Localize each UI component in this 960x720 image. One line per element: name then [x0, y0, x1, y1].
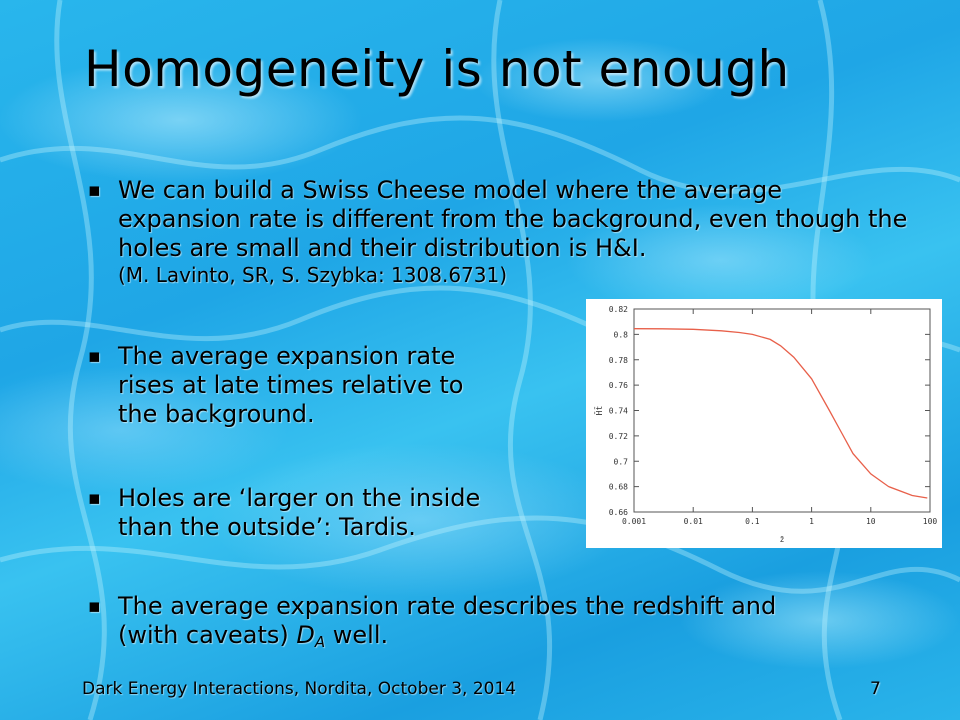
- formula-variable: D: [296, 621, 315, 649]
- bullet-line: the background.: [118, 400, 315, 428]
- x-tick-label: 1: [809, 517, 814, 526]
- formula-prefix: (with caveats): [118, 621, 297, 649]
- expansion-rate-chart: 0.66 0.68 0.7 0.72 0.74 0.76 0.78 0.8 0.82 0.001 0…: [586, 299, 942, 548]
- y-tick-label: 0.8: [614, 330, 629, 339]
- bullet-redshift: ▪ The average expansion rate describes t…: [88, 592, 918, 657]
- y-tick-label: 0.66: [609, 508, 628, 517]
- y-tick-label: 0.82: [609, 305, 628, 314]
- bullet-tardis: ▪ Holes are ‘larger on the inside than t…: [88, 484, 558, 542]
- x-tick-label: 100: [923, 517, 938, 526]
- bullet-line: Holes are ‘larger on the inside: [118, 484, 481, 512]
- series-line-average-expansion: [633, 328, 928, 499]
- y-tick-label: 0.7: [614, 457, 629, 466]
- chart-svg: 0.66 0.68 0.7 0.72 0.74 0.76 0.78 0.8 0.82 0.001 0…: [593, 305, 938, 544]
- formula-suffix: well.: [325, 621, 389, 649]
- bullet-marker: ▪: [88, 487, 101, 509]
- x-tick-label: 0.1: [745, 517, 760, 526]
- bullet-line: than the outside’: Tardis.: [118, 513, 416, 541]
- slide-number: 7: [870, 679, 881, 699]
- bullet-line: The average expansion rate: [118, 342, 456, 370]
- y-axis-label: H̄t̄: [593, 406, 604, 416]
- bullet-expansion-rises: ▪ The average expansion rate rises at la…: [88, 342, 558, 429]
- bullet-line: The average expansion rate describes the…: [118, 592, 777, 620]
- x-tick-label: 10: [866, 517, 876, 526]
- slide-title: Homogeneity is not enough: [84, 40, 790, 98]
- y-tick-label: 0.68: [609, 483, 628, 492]
- y-tick-label: 0.76: [609, 381, 628, 390]
- formula-subscript: A: [314, 633, 326, 651]
- y-tick-label: 0.74: [609, 407, 628, 416]
- bullet-line: rises at late times relative to: [118, 371, 464, 399]
- bullet-marker: ▪: [88, 345, 101, 367]
- y-tick-label: 0.72: [609, 432, 628, 441]
- plot-frame: [633, 308, 931, 513]
- bullet-swiss-cheese: ▪ We can build a Swiss Cheese model wher…: [88, 176, 908, 287]
- footer-event: Dark Energy Interactions, Nordita, Octob…: [82, 679, 517, 699]
- y-tick-label: 0.78: [609, 356, 628, 365]
- bullet-marker: ▪: [88, 595, 101, 617]
- bullet-marker: ▪: [88, 179, 101, 201]
- citation-text: (M. Lavinto, SR, S. Szybka: 1308.6731): [118, 263, 508, 287]
- x-tick-label: 0.01: [684, 517, 703, 526]
- x-tick-label: 0.001: [622, 517, 646, 526]
- x-axis-label: z̄: [780, 535, 785, 544]
- bullet-text: We can build a Swiss Cheese model where …: [118, 176, 908, 262]
- bullet-line-formula: (with caveats) DA well.: [118, 621, 918, 657]
